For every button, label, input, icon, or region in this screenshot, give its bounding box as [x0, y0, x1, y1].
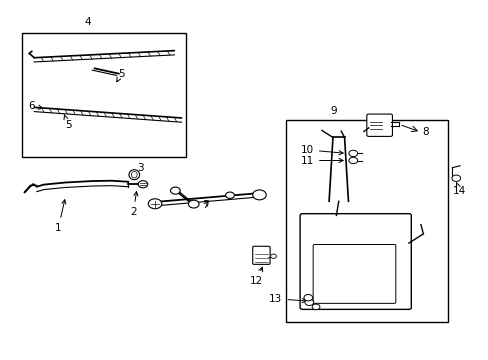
Circle shape: [311, 304, 319, 310]
Circle shape: [138, 181, 147, 188]
Circle shape: [305, 299, 313, 306]
Text: 7: 7: [202, 200, 209, 210]
Text: 14: 14: [452, 183, 465, 195]
Circle shape: [348, 150, 357, 157]
Text: 10: 10: [300, 145, 343, 155]
FancyBboxPatch shape: [300, 214, 410, 309]
Text: 12: 12: [249, 267, 263, 286]
Ellipse shape: [131, 171, 137, 178]
Circle shape: [188, 200, 199, 208]
Text: 4: 4: [84, 17, 90, 27]
Circle shape: [451, 175, 460, 181]
Text: 11: 11: [300, 156, 343, 166]
Circle shape: [225, 192, 234, 198]
Text: 2: 2: [130, 192, 138, 217]
Circle shape: [270, 254, 276, 258]
Text: 5: 5: [117, 69, 124, 82]
FancyBboxPatch shape: [312, 244, 395, 303]
Text: 3: 3: [134, 163, 143, 178]
Circle shape: [170, 187, 180, 194]
Text: 8: 8: [422, 127, 428, 137]
Ellipse shape: [129, 170, 139, 180]
Text: 1: 1: [55, 200, 66, 233]
Bar: [285, 120, 447, 322]
Circle shape: [148, 199, 162, 209]
FancyBboxPatch shape: [366, 114, 392, 136]
Text: 5: 5: [64, 114, 71, 130]
Text: 9: 9: [330, 106, 337, 116]
FancyBboxPatch shape: [252, 246, 269, 264]
Circle shape: [304, 294, 312, 301]
Circle shape: [348, 157, 357, 164]
Text: 13: 13: [269, 294, 306, 304]
Text: 6: 6: [28, 100, 42, 111]
Circle shape: [252, 190, 265, 200]
Bar: [22, 33, 186, 157]
